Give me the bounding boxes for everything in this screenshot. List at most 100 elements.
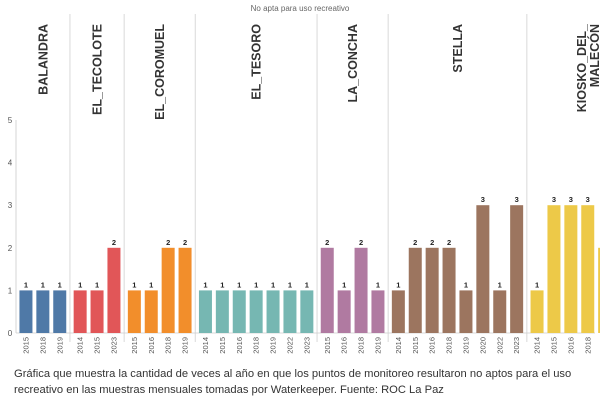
x-tick-label: 2016 (235, 337, 244, 354)
bar (232, 290, 246, 333)
x-tick-label: 2016 (147, 337, 156, 354)
x-tick-label: 2018 (357, 337, 366, 354)
bar (547, 205, 561, 333)
bar-value-label: 1 (396, 280, 400, 289)
x-tick-label: 2018 (583, 337, 592, 354)
bar (493, 290, 507, 333)
x-tick-label: 2020 (478, 337, 487, 354)
bar-value-label: 1 (58, 280, 62, 289)
bar (320, 247, 334, 333)
x-tick-label: 2015 (218, 337, 227, 354)
group-header-label: EL_COROMUEL (153, 24, 167, 120)
bar-value-label: 1 (132, 280, 136, 289)
bar (459, 290, 473, 333)
bar (408, 247, 422, 333)
bar-value-label: 1 (203, 280, 207, 289)
group-header-label: EL_TESORO (250, 24, 264, 100)
bar (510, 205, 524, 333)
bar (283, 290, 297, 333)
x-tick-label: 2022 (285, 337, 294, 354)
bar (73, 290, 87, 333)
y-tick-label: 4 (8, 159, 13, 168)
x-tick-label: 2019 (55, 337, 64, 354)
bar (161, 247, 175, 333)
bar-value-label: 3 (569, 195, 573, 204)
bar-value-label: 2 (183, 238, 187, 247)
chart-title: No apta para uso recreativo (251, 4, 350, 13)
x-tick-label: 2014 (76, 337, 85, 354)
bar (198, 290, 212, 333)
x-tick-label: 2018 (164, 337, 173, 354)
bar-value-label: 2 (447, 238, 451, 247)
bar-value-label: 2 (112, 238, 116, 247)
x-tick-label: 2015 (549, 337, 558, 354)
bar-value-label: 1 (342, 280, 346, 289)
y-tick-label: 1 (8, 286, 13, 295)
x-tick-label: 2018 (252, 337, 261, 354)
bar (178, 247, 192, 333)
bar-value-label: 1 (288, 280, 292, 289)
x-tick-label: 2022 (495, 337, 504, 354)
bar-value-label: 1 (41, 280, 45, 289)
bar (476, 205, 490, 333)
group-header-label: STELLA (451, 24, 465, 73)
x-tick-label: 2018 (38, 337, 47, 354)
bar-value-label: 2 (325, 238, 329, 247)
group-dividers (69, 14, 528, 342)
x-tick-label: 2019 (269, 337, 278, 354)
bar (391, 290, 405, 333)
y-tick-label: 0 (8, 329, 13, 338)
y-tick-label: 2 (8, 244, 13, 253)
x-tick-label: 2015 (130, 337, 139, 354)
bar-value-label: 1 (305, 280, 309, 289)
bar-value-label: 3 (586, 195, 590, 204)
bar (530, 290, 544, 333)
bar (19, 290, 33, 333)
bar-value-label: 1 (271, 280, 275, 289)
bar-value-label: 2 (430, 238, 434, 247)
bar (371, 290, 385, 333)
bar (337, 290, 351, 333)
bar-value-label: 1 (535, 280, 539, 289)
bar (300, 290, 314, 333)
bar-value-label: 3 (481, 195, 485, 204)
group-header-label: LA_CONCHA (346, 24, 360, 102)
bar (53, 290, 67, 333)
bar (442, 247, 456, 333)
bar (215, 290, 229, 333)
y-tick-label: 3 (8, 201, 13, 210)
x-tick-label: 2015 (411, 337, 420, 354)
x-tick-label: 2016 (428, 337, 437, 354)
y-tick-label: 5 (8, 116, 13, 125)
bar (249, 290, 263, 333)
bar-value-label: 1 (95, 280, 99, 289)
x-tick-label: 2023 (109, 337, 118, 354)
x-tick-label: 2015 (21, 337, 30, 354)
bar (90, 290, 104, 333)
bars: 111112112211111112121122213131333214 (19, 195, 600, 333)
x-tick-label: 2015 (93, 337, 102, 354)
bar-value-label: 2 (359, 238, 363, 247)
group-header-label: KIOSKO_DEL_MALECÓN (575, 23, 600, 112)
bar-value-label: 1 (237, 280, 241, 289)
bar (425, 247, 439, 333)
bar-value-label: 1 (78, 280, 82, 289)
x-tick-label: 2019 (181, 337, 190, 354)
group-headers: BALANDRA EL_TECOLOTE EL_COROMUEL EL_TESORO L… (36, 23, 600, 120)
x-tick-label: 2014 (394, 337, 403, 354)
bar-value-label: 1 (220, 280, 224, 289)
x-tick-label: 2016 (566, 337, 575, 354)
x-axis-labels: 2015 2018 2019 2014 2015 2023 2015 2016 2018 2019… (21, 337, 592, 354)
group-header-label: BALANDRA (36, 24, 50, 95)
bar (598, 247, 600, 333)
group-header-label: EL_TECOLOTE (91, 24, 105, 115)
bar-value-label: 3 (515, 195, 519, 204)
bar-value-label: 2 (166, 238, 170, 247)
bar-value-label: 1 (24, 280, 28, 289)
x-tick-label: 2019 (373, 337, 382, 354)
bar-value-label: 1 (498, 280, 502, 289)
bar-value-label: 1 (464, 280, 468, 289)
bar (564, 205, 578, 333)
bar (266, 290, 280, 333)
